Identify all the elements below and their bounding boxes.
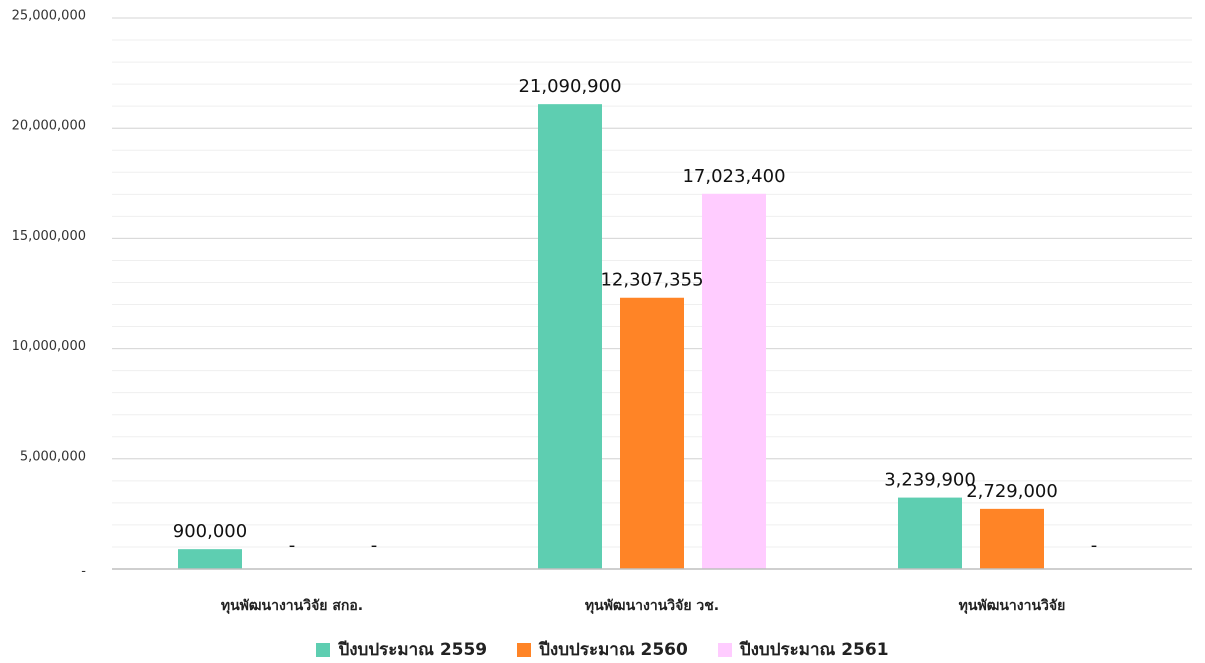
data-label: 21,090,900 <box>518 76 621 97</box>
legend-label: ปีงบประมาณ 2559 <box>338 640 488 660</box>
x-tick-label: ทุนพัฒนางานวิจัย <box>959 598 1066 614</box>
legend-label: ปีงบประมาณ 2560 <box>539 640 688 660</box>
legend-swatch <box>316 642 331 657</box>
legend-item: ปีงบประมาณ 2561 <box>717 636 889 663</box>
bar <box>702 193 766 569</box>
legend-label: ปีงบประมาณ 2561 <box>739 640 889 660</box>
data-label: 900,000 <box>173 521 247 542</box>
data-label: 17,023,400 <box>682 166 785 187</box>
x-tick-label: ทุนพัฒนางานวิจัย สกอ. <box>221 598 363 614</box>
bar <box>898 497 962 569</box>
data-label: - <box>289 535 296 556</box>
legend-swatch <box>517 642 532 657</box>
bar <box>980 508 1044 569</box>
x-axis: ทุนพัฒนางานวิจัย สกอ. ทุนพัฒนางานวิจัย วช… <box>112 568 1192 614</box>
bar <box>620 297 684 569</box>
data-label: 3,239,900 <box>884 470 976 491</box>
data-label: 2,729,000 <box>966 481 1058 502</box>
legend: ปีงบประมาณ 2559 ปีงบประมาณ 2560 ปีงบประมาณ… <box>0 636 1205 663</box>
bar-chart: - 5,000,000 10,000,000 15,000,000 20,000,000… <box>12 9 1192 614</box>
legend-swatch <box>717 642 732 657</box>
y-axis: - 5,000,000 10,000,000 15,000,000 20,000,000… <box>12 9 87 580</box>
data-label: - <box>371 535 378 556</box>
y-tick-label: 5,000,000 <box>20 449 86 464</box>
y-tick-label: 15,000,000 <box>12 229 86 244</box>
legend-item: ปีงบประมาณ 2559 <box>316 636 487 663</box>
bars <box>178 104 1044 570</box>
bar <box>538 104 602 570</box>
data-labels: 900,000 - - 21,090,900 12,307,355 17,023,400 3… <box>173 76 1097 556</box>
x-tick-label: ทุนพัฒนางานวิจัย วช. <box>585 598 719 614</box>
bar <box>178 549 242 569</box>
y-tick-label: 10,000,000 <box>12 339 86 354</box>
y-tick-label: 20,000,000 <box>12 119 86 134</box>
data-label: 12,307,355 <box>600 270 703 291</box>
y-tick-label: - <box>81 564 86 579</box>
data-label: - <box>1091 535 1098 556</box>
y-tick-label: 25,000,000 <box>12 9 86 24</box>
legend-item: ปีงบประมาณ 2560 <box>517 636 688 663</box>
